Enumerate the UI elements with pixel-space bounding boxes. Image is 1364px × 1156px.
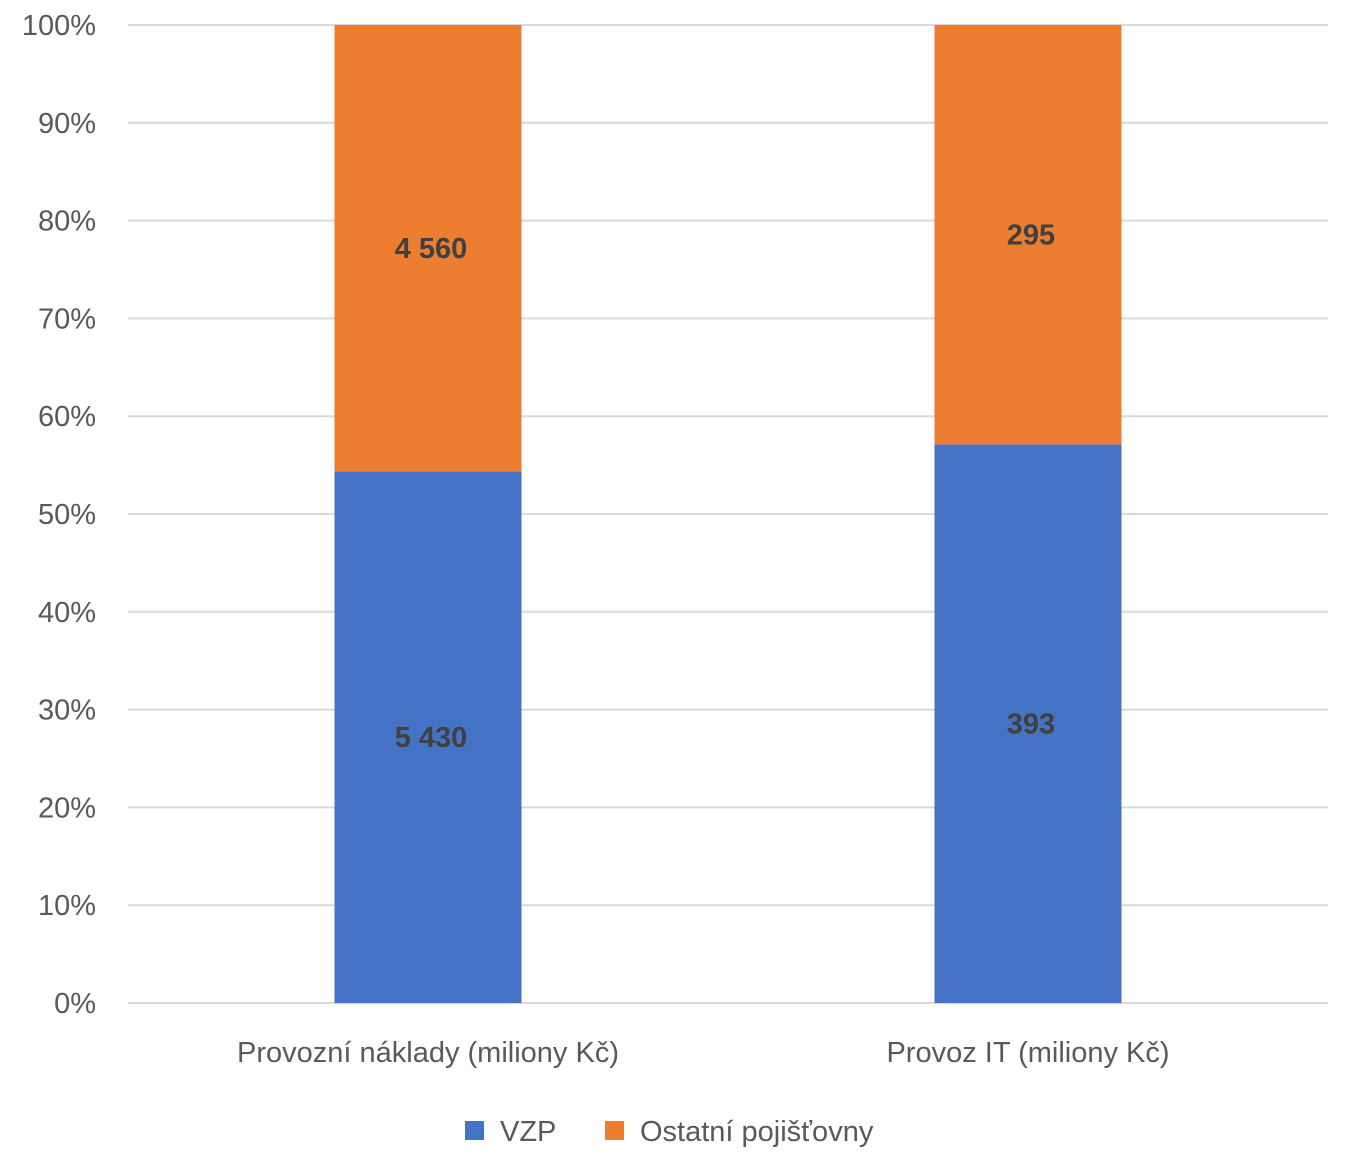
bar-segment: [334, 25, 522, 472]
legend-label: Ostatní pojišťovny: [640, 1116, 874, 1148]
x-category-label: Provozní náklady (miliony Kč): [237, 1037, 619, 1069]
y-tick-label: 70%: [38, 303, 96, 335]
y-tick-label: 100%: [22, 10, 96, 42]
y-tick-label: 30%: [38, 695, 96, 727]
data-label: 4 560: [395, 233, 468, 265]
data-label: 295: [1007, 220, 1055, 252]
y-tick-label: 0%: [54, 988, 96, 1020]
bar-segment: [934, 25, 1122, 445]
y-tick-label: 20%: [38, 792, 96, 824]
y-tick-label: 10%: [38, 890, 96, 922]
x-category-label: Provoz IT (miliony Kč): [886, 1037, 1169, 1069]
legend-label: VZP: [500, 1116, 556, 1148]
bar-segment: [934, 444, 1122, 1003]
bar-segment: [334, 471, 522, 1003]
y-tick-label: 40%: [38, 597, 96, 629]
data-label: 5 430: [395, 722, 468, 754]
y-tick-label: 90%: [38, 108, 96, 140]
legend-swatch: [605, 1121, 624, 1140]
legend-swatch: [465, 1121, 484, 1140]
y-tick-label: 50%: [38, 499, 96, 531]
y-tick-label: 80%: [38, 206, 96, 238]
data-label: 393: [1007, 709, 1055, 741]
y-tick-label: 60%: [38, 401, 96, 433]
